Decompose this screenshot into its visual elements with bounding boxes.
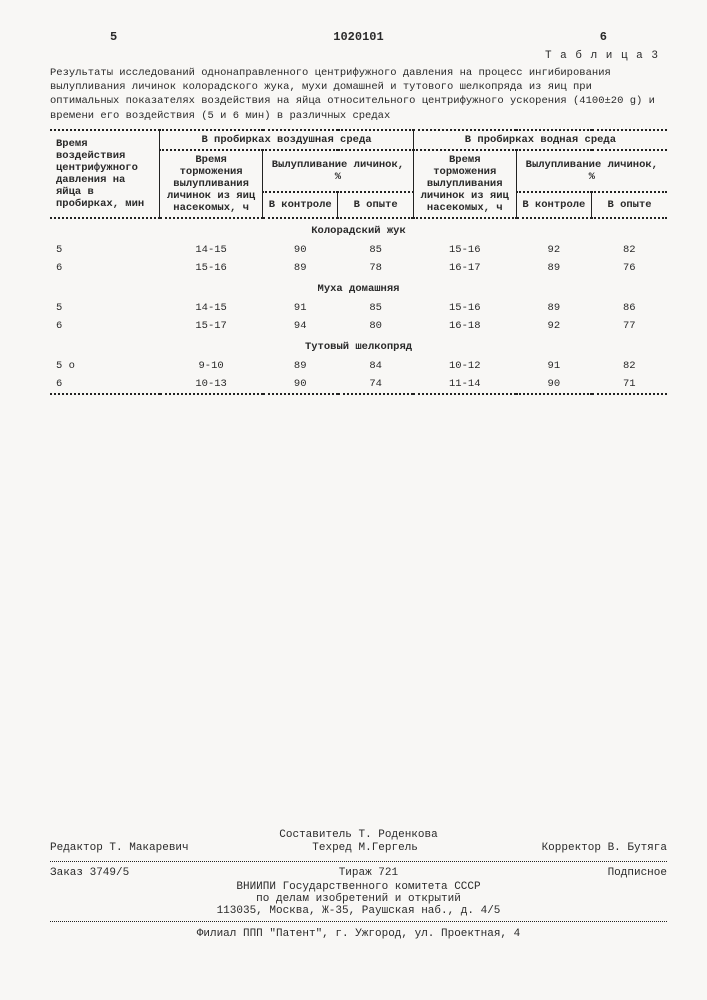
cell: 82 bbox=[592, 241, 667, 259]
cell: 91 bbox=[516, 357, 591, 375]
page-num-left: 5 bbox=[110, 30, 117, 44]
footer-techred: Техред М.Гергель bbox=[312, 841, 418, 856]
cell: 15-16 bbox=[413, 299, 516, 317]
cell: 5 bbox=[50, 299, 160, 317]
th-control-a: В контроле bbox=[263, 192, 338, 218]
cell: 92 bbox=[516, 241, 591, 259]
cell: 16-17 bbox=[413, 259, 516, 277]
footer-tirazh: Тираж 721 bbox=[339, 866, 398, 881]
section-title: Колорадский жук bbox=[50, 218, 667, 241]
cell: 77 bbox=[592, 317, 667, 335]
th-sub5: Время торможения вылупливания личинок из… bbox=[413, 150, 516, 218]
cell: 90 bbox=[263, 375, 338, 394]
footer-compiled: Составитель Т. Роденкова bbox=[50, 829, 667, 841]
cell: 90 bbox=[516, 375, 591, 394]
table-row: 514-15918515-168986 bbox=[50, 299, 667, 317]
cell: 6 bbox=[50, 375, 160, 394]
cell: 5 bbox=[50, 241, 160, 259]
footer-podpis: Подписное bbox=[608, 866, 667, 881]
cell: 15-16 bbox=[413, 241, 516, 259]
cell: 94 bbox=[263, 317, 338, 335]
cell: 92 bbox=[516, 317, 591, 335]
th-sub1: Время торможения вылупливания личинок из… bbox=[160, 150, 263, 218]
section-title: Муха домашняя bbox=[50, 277, 667, 299]
page-num-right: 6 bbox=[600, 30, 607, 44]
cell: 14-15 bbox=[160, 241, 263, 259]
th-sub2: Вылупливание личинок, % bbox=[263, 150, 414, 192]
table-row: 514-15908515-169282 bbox=[50, 241, 667, 259]
cell: 9-10 bbox=[160, 357, 263, 375]
cell: 89 bbox=[516, 299, 591, 317]
cell: 90 bbox=[263, 241, 338, 259]
cell: 89 bbox=[263, 259, 338, 277]
cell: 6 bbox=[50, 317, 160, 335]
th-env-air: В пробирках воздушная среда bbox=[160, 130, 414, 150]
th-sub6: Вылупливание личинок, % bbox=[516, 150, 667, 192]
table-row: 610-13907411-149071 bbox=[50, 375, 667, 394]
th-exp-a: В опыте bbox=[338, 192, 413, 218]
cell: 16-18 bbox=[413, 317, 516, 335]
table-label: Т а б л и ц а 3 bbox=[50, 50, 667, 62]
table-row: 5 о9-10898410-129182 bbox=[50, 357, 667, 375]
footer-org2: по делам изобретений и открытий bbox=[50, 893, 667, 905]
cell: 85 bbox=[338, 299, 413, 317]
th-exp-b: В опыте bbox=[592, 192, 667, 218]
cell: 10-13 bbox=[160, 375, 263, 394]
cell: 86 bbox=[592, 299, 667, 317]
footer-corrector: Корректор В. Бутяга bbox=[542, 841, 667, 856]
footer-org1: ВНИИПИ Государственного комитета СССР bbox=[50, 881, 667, 893]
cell: 5 о bbox=[50, 357, 160, 375]
cell: 11-14 bbox=[413, 375, 516, 394]
footer-filial: Филиал ППП "Патент", г. Ужгород, ул. Про… bbox=[50, 928, 667, 940]
cell: 84 bbox=[338, 357, 413, 375]
cell: 89 bbox=[516, 259, 591, 277]
cell: 10-12 bbox=[413, 357, 516, 375]
th-env-water: В пробирках водная среда bbox=[413, 130, 667, 150]
results-table: Время воздействия центрифужного давления… bbox=[50, 129, 667, 395]
table-row: 615-17948016-189277 bbox=[50, 317, 667, 335]
footer-editor: Редактор Т. Макаревич bbox=[50, 841, 189, 856]
footer-block: Составитель Т. Роденкова Редактор Т. Мак… bbox=[50, 829, 667, 940]
cell: 82 bbox=[592, 357, 667, 375]
section-title: Тутовый шелкопряд bbox=[50, 335, 667, 357]
cell: 76 bbox=[592, 259, 667, 277]
cell: 6 bbox=[50, 259, 160, 277]
page-header: 5 1020101 6 bbox=[50, 30, 667, 50]
footer-order: Заказ 3749/5 bbox=[50, 866, 129, 881]
cell: 80 bbox=[338, 317, 413, 335]
table-caption: Результаты исследований однонаправленног… bbox=[50, 66, 667, 123]
footer-addr: 113035, Москва, Ж-35, Раушская наб., д. … bbox=[50, 905, 667, 917]
cell: 15-16 bbox=[160, 259, 263, 277]
cell: 15-17 bbox=[160, 317, 263, 335]
doc-number: 1020101 bbox=[333, 30, 383, 44]
cell: 74 bbox=[338, 375, 413, 394]
th-control-b: В контроле bbox=[516, 192, 591, 218]
th-time: Время воздействия центрифужного давления… bbox=[50, 130, 160, 218]
cell: 91 bbox=[263, 299, 338, 317]
cell: 14-15 bbox=[160, 299, 263, 317]
cell: 89 bbox=[263, 357, 338, 375]
cell: 71 bbox=[592, 375, 667, 394]
cell: 78 bbox=[338, 259, 413, 277]
table-row: 615-16897816-178976 bbox=[50, 259, 667, 277]
cell: 85 bbox=[338, 241, 413, 259]
